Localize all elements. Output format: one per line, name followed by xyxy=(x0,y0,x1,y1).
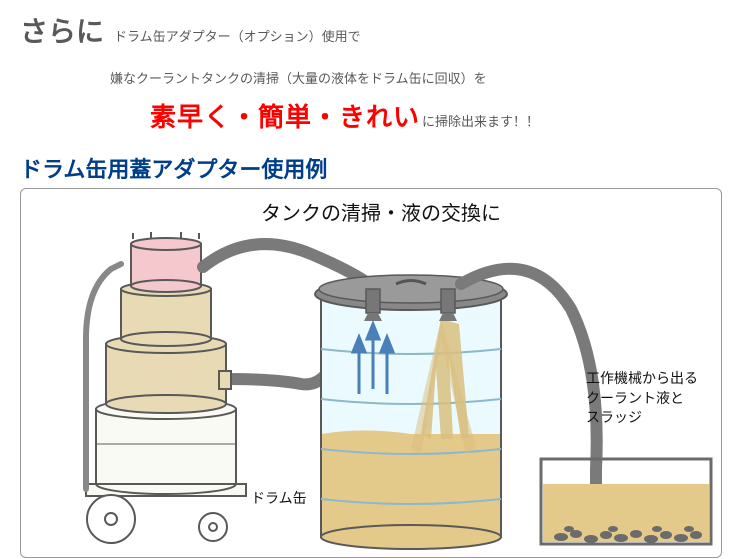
section-title: ドラム缶用蓋アダプター使用例 xyxy=(20,152,744,184)
drum-can xyxy=(315,275,507,549)
label-drum: ドラム缶 xyxy=(251,489,307,509)
hose-lower-left xyxy=(226,364,333,384)
air-arrows xyxy=(353,324,393,394)
diagram-box: タンクの清掃・液の交換に xyxy=(20,188,722,558)
label-coolant-1: 工作機械から出る xyxy=(586,370,698,386)
line3: 素早く・簡単・きれい に掃除出来ます！！ xyxy=(150,97,724,134)
redbig-text: 素早く・簡単・きれい xyxy=(150,97,420,134)
sarani-text: さらに xyxy=(20,10,104,50)
label-coolant-3: スラッジ xyxy=(586,409,642,425)
header-block: さらに ドラム缶アダプター（オプション）使用で 嫌なクーラントタンクの清掃（大量… xyxy=(0,0,744,134)
label-coolant-2: クーラント液と xyxy=(586,390,684,406)
coolant-tank xyxy=(541,459,711,544)
label-coolant: 工作機械から出る クーラント液と スラッジ xyxy=(586,369,698,428)
line1: さらに ドラム缶アダプター（オプション）使用で xyxy=(20,10,724,50)
line2: 嫌なクーラントタンクの清掃（大量の液体をドラム缶に回収）を xyxy=(110,68,724,87)
hose-left xyxy=(203,244,369,284)
line1-rest: ドラム缶アダプター（オプション）使用で xyxy=(114,26,361,45)
line3-rest: に掃除出来ます！！ xyxy=(422,111,539,130)
